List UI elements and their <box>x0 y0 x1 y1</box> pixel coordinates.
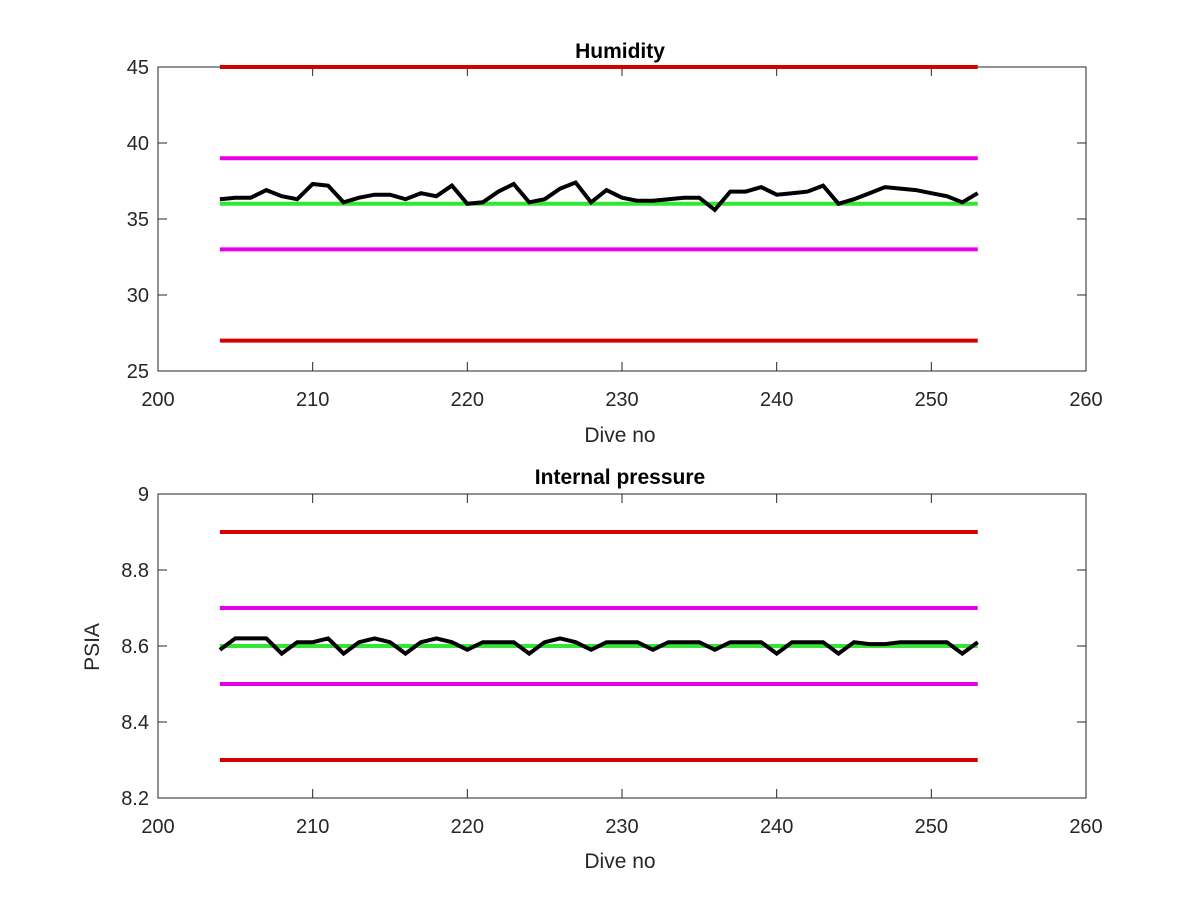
humidity-xtick-label: 220 <box>451 389 484 411</box>
humidity-xtick-label: 250 <box>915 389 948 411</box>
humidity-axes-box <box>157 66 1087 372</box>
internal-pressure-title: Internal pressure <box>535 466 705 489</box>
internal-pressure-xtick-label: 200 <box>141 816 174 838</box>
internal-pressure-xtick-label: 220 <box>451 816 484 838</box>
internal-pressure-ylabel: PSIA <box>81 623 104 671</box>
internal-pressure-ytick-label: 9 <box>138 484 149 506</box>
humidity-subplot: Humidity Dive no 200 210 220 230 240 250 260 25… <box>127 40 1103 447</box>
internal-pressure-series-line <box>218 636 979 657</box>
internal-pressure-xtick-label: 230 <box>605 816 638 838</box>
humidity-ytick-label: 30 <box>127 285 149 307</box>
internal-pressure-subplot: Internal pressure Dive no PSIA 200 210 220… <box>81 466 1103 873</box>
internal-pressure-ytick-label: 8.6 <box>121 636 149 658</box>
humidity-ytick-label: 35 <box>127 209 149 231</box>
humidity-ytick-label: 25 <box>127 361 149 383</box>
humidity-ytick-label: 40 <box>127 133 149 155</box>
humidity-xtick-label: 210 <box>296 389 329 411</box>
humidity-xtick-label: 230 <box>605 389 638 411</box>
humidity-title: Humidity <box>575 40 665 63</box>
humidity-xlabel: Dive no <box>584 424 655 447</box>
internal-pressure-xtick-label: 240 <box>760 816 793 838</box>
internal-pressure-xlabel: Dive no <box>584 850 655 873</box>
internal-pressure-xtick-label: 210 <box>296 816 329 838</box>
humidity-xtick-label: 200 <box>141 389 174 411</box>
internal-pressure-xtick-label: 260 <box>1069 816 1102 838</box>
internal-pressure-xtick-label: 250 <box>915 816 948 838</box>
humidity-ytick-label: 45 <box>127 57 149 79</box>
internal-pressure-ytick-label: 8.8 <box>121 560 149 582</box>
humidity-series-line <box>219 180 979 213</box>
humidity-xtick-label: 240 <box>760 389 793 411</box>
internal-pressure-ytick-label: 8.4 <box>121 712 149 734</box>
internal-pressure-ytick-label: 8.2 <box>121 788 149 810</box>
humidity-xtick-label: 260 <box>1069 389 1102 411</box>
